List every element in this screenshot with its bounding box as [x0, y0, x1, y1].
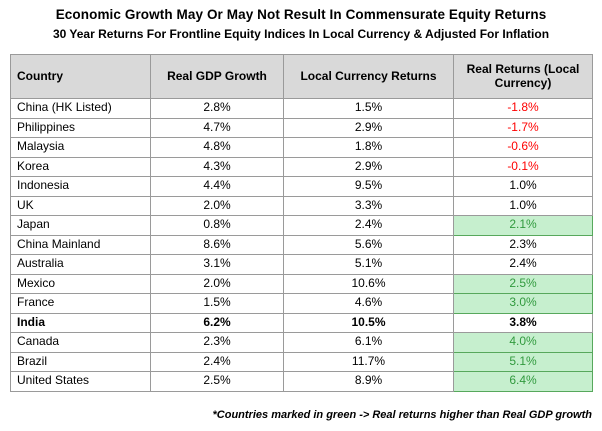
table-row: Canada 2.3% 6.1% 4.0%	[10, 332, 593, 353]
table-row: France 1.5% 4.6% 3.0%	[10, 293, 593, 314]
real-returns-cell: 3.8%	[453, 312, 593, 333]
footnote: *Countries marked in green -> Real retur…	[212, 409, 592, 421]
country-cell: China Mainland	[10, 234, 151, 255]
country-cell: UK	[10, 195, 151, 216]
page-title: Economic Growth May Or May Not Result In…	[55, 7, 547, 22]
country-cell: Japan	[10, 215, 151, 236]
header-real-gdp-growth: Real GDP Growth	[150, 54, 284, 99]
table-row: Brazil 2.4% 11.7% 5.1%	[10, 351, 593, 372]
real-returns-cell: 4.0%	[453, 332, 593, 353]
real-returns-cell: 3.0%	[453, 293, 593, 314]
page-subtitle: 30 Year Returns For Frontline Equity Ind…	[52, 27, 550, 41]
country-cell: Australia	[10, 254, 151, 275]
table-row: Mexico 2.0% 10.6% 2.5%	[10, 273, 593, 294]
real-returns-cell: 2.5%	[453, 273, 593, 294]
real-returns-cell: -0.1%	[453, 156, 593, 177]
real-gdp-growth-cell: 2.5%	[150, 371, 284, 392]
local-currency-returns-cell: 9.5%	[283, 176, 454, 197]
header-real-returns: Real Returns (Local Currency)	[453, 54, 593, 99]
real-returns-cell: 2.4%	[453, 254, 593, 275]
table-row: China (HK Listed) 2.8% 1.5% -1.8%	[10, 98, 593, 119]
local-currency-returns-cell: 1.8%	[283, 137, 454, 158]
table-row: Indonesia 4.4% 9.5% 1.0%	[10, 176, 593, 197]
local-currency-returns-cell: 4.6%	[283, 293, 454, 314]
real-gdp-growth-cell: 2.8%	[150, 98, 284, 119]
table-row: China Mainland 8.6% 5.6% 2.3%	[10, 234, 593, 255]
local-currency-returns-cell: 6.1%	[283, 332, 454, 353]
real-gdp-growth-cell: 2.3%	[150, 332, 284, 353]
country-cell: United States	[10, 371, 151, 392]
local-currency-returns-cell: 3.3%	[283, 195, 454, 216]
table-row: Australia 3.1% 5.1% 2.4%	[10, 254, 593, 275]
local-currency-returns-cell: 8.9%	[283, 371, 454, 392]
real-returns-cell: -0.6%	[453, 137, 593, 158]
real-returns-cell: 5.1%	[453, 351, 593, 372]
country-cell: Korea	[10, 156, 151, 177]
real-returns-cell: 1.0%	[453, 195, 593, 216]
country-cell: Malaysia	[10, 137, 151, 158]
country-cell: China (HK Listed)	[10, 98, 151, 119]
table-row: India 6.2% 10.5% 3.8%	[10, 312, 593, 333]
real-gdp-growth-cell: 1.5%	[150, 293, 284, 314]
country-cell: Canada	[10, 332, 151, 353]
real-gdp-growth-cell: 4.8%	[150, 137, 284, 158]
local-currency-returns-cell: 2.9%	[283, 156, 454, 177]
real-gdp-growth-cell: 4.4%	[150, 176, 284, 197]
real-returns-cell: 2.3%	[453, 234, 593, 255]
local-currency-returns-cell: 10.5%	[283, 312, 454, 333]
local-currency-returns-cell: 10.6%	[283, 273, 454, 294]
local-currency-returns-cell: 11.7%	[283, 351, 454, 372]
real-returns-cell: 6.4%	[453, 371, 593, 392]
local-currency-returns-cell: 5.6%	[283, 234, 454, 255]
country-cell: Mexico	[10, 273, 151, 294]
real-gdp-growth-cell: 0.8%	[150, 215, 284, 236]
real-gdp-growth-cell: 3.1%	[150, 254, 284, 275]
country-cell: Philippines	[10, 117, 151, 138]
table-row: Japan 0.8% 2.4% 2.1%	[10, 215, 593, 236]
table-row: Korea 4.3% 2.9% -0.1%	[10, 156, 593, 177]
real-gdp-growth-cell: 8.6%	[150, 234, 284, 255]
header-country: Country	[10, 54, 151, 99]
real-returns-cell: -1.7%	[453, 117, 593, 138]
country-cell: Indonesia	[10, 176, 151, 197]
real-gdp-growth-cell: 6.2%	[150, 312, 284, 333]
local-currency-returns-cell: 5.1%	[283, 254, 454, 275]
table-row: Philippines 4.7% 2.9% -1.7%	[10, 117, 593, 138]
real-gdp-growth-cell: 2.0%	[150, 273, 284, 294]
table-body: China (HK Listed) 2.8% 1.5% -1.8% Philippine…	[10, 98, 593, 392]
real-gdp-growth-cell: 2.0%	[150, 195, 284, 216]
table-row: UK 2.0% 3.3% 1.0%	[10, 195, 593, 216]
real-returns-cell: 2.1%	[453, 215, 593, 236]
returns-table: Country Real GDP Growth Local Currency R…	[10, 54, 593, 392]
country-cell: Brazil	[10, 351, 151, 372]
header-local-currency-returns: Local Currency Returns	[283, 54, 454, 99]
table-header: Country Real GDP Growth Local Currency R…	[10, 54, 593, 99]
real-returns-cell: -1.8%	[453, 98, 593, 119]
header-row: Country Real GDP Growth Local Currency R…	[10, 54, 593, 99]
local-currency-returns-cell: 1.5%	[283, 98, 454, 119]
local-currency-returns-cell: 2.9%	[283, 117, 454, 138]
local-currency-returns-cell: 2.4%	[283, 215, 454, 236]
country-cell: India	[10, 312, 151, 333]
table-row: United States 2.5% 8.9% 6.4%	[10, 371, 593, 392]
table-row: Malaysia 4.8% 1.8% -0.6%	[10, 137, 593, 158]
real-returns-cell: 1.0%	[453, 176, 593, 197]
real-gdp-growth-cell: 2.4%	[150, 351, 284, 372]
country-cell: France	[10, 293, 151, 314]
real-gdp-growth-cell: 4.7%	[150, 117, 284, 138]
real-gdp-growth-cell: 4.3%	[150, 156, 284, 177]
